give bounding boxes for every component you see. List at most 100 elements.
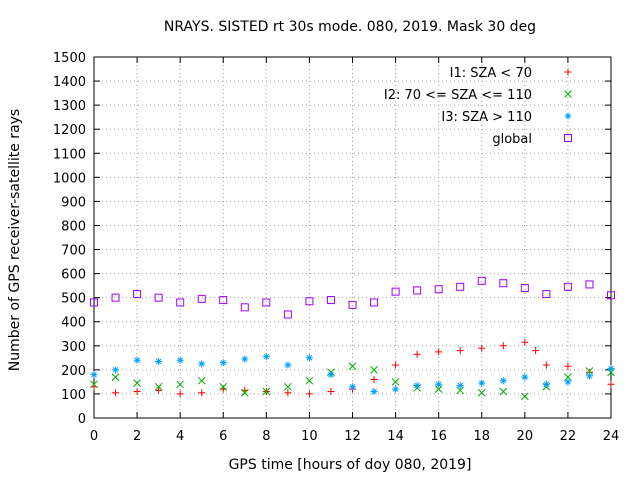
data-point <box>499 342 507 350</box>
y-tick-label: 200 <box>61 364 86 379</box>
data-point <box>111 373 120 381</box>
data-point <box>326 296 335 305</box>
y-tick-label: 300 <box>61 340 86 355</box>
data-point <box>435 348 443 356</box>
data-point <box>348 300 357 309</box>
y-tick-label: 500 <box>61 292 86 307</box>
legend-label: I3: SZA > 110 <box>441 110 532 125</box>
data-point <box>349 383 356 391</box>
y-tick-label: 1300 <box>53 99 86 114</box>
x-tick-label: 22 <box>560 429 577 444</box>
data-point <box>477 276 486 285</box>
data-point <box>90 371 98 379</box>
x-tick-label: 2 <box>133 429 141 444</box>
data-point <box>283 310 292 319</box>
data-point <box>198 360 206 368</box>
y-tick-label: 900 <box>61 195 86 210</box>
legend-marker <box>564 134 572 142</box>
legend-marker <box>564 68 572 76</box>
data-point <box>284 389 292 397</box>
x-tick-label: 24 <box>603 429 620 444</box>
data-point <box>240 388 249 397</box>
data-point <box>607 368 615 377</box>
data-point <box>262 387 271 396</box>
data-point <box>585 280 594 289</box>
data-point <box>133 379 141 387</box>
data-point <box>434 285 443 294</box>
y-axis-label: Number of GPS receiver-satellite rays <box>7 109 23 371</box>
y-tick-label: 700 <box>61 244 86 259</box>
data-point <box>348 362 357 371</box>
data-point <box>585 372 593 380</box>
data-point <box>219 296 228 305</box>
data-point <box>176 298 185 307</box>
x-tick-label: 8 <box>262 429 270 444</box>
series-2 <box>90 362 615 401</box>
data-point <box>413 286 422 295</box>
grid <box>94 57 611 418</box>
chart-title: NRAYS. SISTED rt 30s mode. 080, 2019. Ma… <box>164 19 536 35</box>
y-tick-label: 1200 <box>53 123 86 138</box>
data-point <box>154 293 163 302</box>
data-point <box>607 380 615 388</box>
x-tick-label: 12 <box>344 429 361 444</box>
data-point <box>542 290 551 299</box>
legend-label: I2: 70 <= SZA <= 110 <box>384 88 532 103</box>
data-point <box>176 380 185 389</box>
x-tick-label: 18 <box>473 429 490 444</box>
data-point <box>607 365 615 373</box>
data-point <box>133 356 141 364</box>
data-point <box>370 375 378 383</box>
data-point <box>392 385 400 393</box>
data-point <box>327 371 335 379</box>
data-point <box>521 373 529 381</box>
y-tick-label: 400 <box>61 316 86 331</box>
data-point <box>241 355 249 363</box>
data-point <box>456 347 464 355</box>
data-point <box>90 380 98 389</box>
data-point <box>392 361 400 369</box>
data-point <box>154 382 163 391</box>
data-point <box>327 388 335 396</box>
data-point <box>197 376 206 385</box>
x-tick-label: 4 <box>176 429 184 444</box>
data-point <box>521 338 529 346</box>
data-point <box>111 293 120 302</box>
data-point <box>391 287 400 296</box>
data-point <box>532 347 540 355</box>
data-point <box>305 354 313 362</box>
data-point <box>391 378 400 386</box>
data-point <box>413 350 421 358</box>
data-point <box>155 386 163 394</box>
data-point <box>607 291 615 300</box>
legend-label: global <box>492 132 532 147</box>
y-tick-label: 800 <box>61 219 86 234</box>
data-point <box>499 377 507 385</box>
y-tick-label: 600 <box>61 268 86 283</box>
x-tick-label: 10 <box>301 429 318 444</box>
x-tick-label: 16 <box>430 429 447 444</box>
x-tick-label: 0 <box>90 429 98 444</box>
data-point <box>370 388 378 396</box>
data-point <box>305 297 314 306</box>
legend-marker <box>564 112 572 120</box>
data-point <box>564 362 572 370</box>
data-point <box>284 382 292 391</box>
data-point <box>133 290 142 299</box>
x-tick-label: 20 <box>517 429 534 444</box>
legend-label: I1: SZA < 70 <box>450 66 532 81</box>
data-point <box>542 380 550 388</box>
data-point <box>456 382 464 390</box>
series-4 <box>90 276 615 319</box>
y-tick-label: 1500 <box>53 51 86 66</box>
data-point <box>112 366 120 374</box>
data-point <box>370 366 378 374</box>
data-point <box>499 387 508 396</box>
data-point <box>219 382 228 391</box>
legend-marker <box>564 90 572 98</box>
data-point <box>305 390 313 398</box>
data-point <box>564 378 572 386</box>
data-point <box>413 382 421 390</box>
x-axis-label: GPS time [hours of doy 080, 2019] <box>229 457 472 473</box>
data-point <box>284 361 292 369</box>
